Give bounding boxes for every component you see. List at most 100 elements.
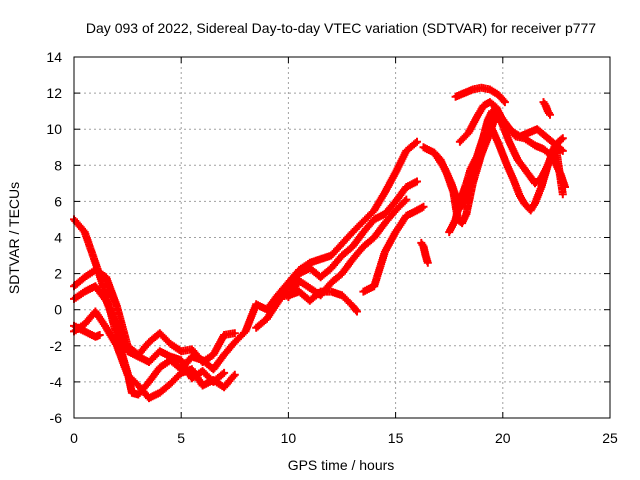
data-point xyxy=(546,163,550,167)
data-point xyxy=(516,158,520,162)
data-point xyxy=(563,185,567,189)
data-point xyxy=(329,266,333,270)
data-point xyxy=(383,212,387,216)
data-point xyxy=(546,109,550,113)
data-point xyxy=(512,178,516,182)
x-tick-labels: 0 5 10 15 20 25 xyxy=(70,430,618,446)
data-point xyxy=(404,198,408,202)
data-point xyxy=(488,87,492,91)
data-point xyxy=(488,100,492,104)
chart-title: Day 093 of 2022, Sidereal Day-to-day VTE… xyxy=(86,20,596,36)
data-point xyxy=(93,261,97,265)
data-point xyxy=(475,115,479,119)
data-point xyxy=(308,266,312,270)
y-tick-label: -2 xyxy=(50,338,63,354)
data-point xyxy=(518,134,522,138)
data-point xyxy=(340,272,344,276)
data-point xyxy=(394,230,398,234)
data-point xyxy=(394,171,398,175)
data-series-track-4 xyxy=(70,307,239,403)
data-series-track-9 xyxy=(359,202,428,296)
y-tick-labels: -6 -4 -2 0 2 4 6 8 10 12 14 xyxy=(46,49,62,426)
data-point xyxy=(276,300,280,304)
data-point xyxy=(190,367,194,371)
data-point xyxy=(544,104,548,108)
data-point xyxy=(466,131,470,135)
data-point xyxy=(211,367,215,371)
data-point xyxy=(136,355,140,359)
data-point xyxy=(415,180,419,184)
data-point xyxy=(136,393,140,397)
data-point xyxy=(447,230,451,234)
data-point xyxy=(190,376,194,380)
data-point xyxy=(439,158,443,162)
data-point xyxy=(329,254,333,258)
data-point xyxy=(319,275,323,279)
data-point xyxy=(319,290,323,294)
data-point xyxy=(372,284,376,288)
data-point xyxy=(104,299,108,303)
data-point xyxy=(486,136,490,140)
data-point xyxy=(233,373,237,377)
data-point xyxy=(535,127,539,131)
data-point xyxy=(351,304,355,308)
data-point xyxy=(329,281,333,285)
data-point xyxy=(415,140,419,144)
data-point xyxy=(308,261,312,265)
data-point xyxy=(222,385,226,389)
data-point xyxy=(308,286,312,290)
data-point xyxy=(351,230,355,234)
data-point xyxy=(475,154,479,158)
x-tick-label: 5 xyxy=(177,430,185,446)
data-series-track-6 xyxy=(252,177,421,332)
data-point xyxy=(552,142,556,146)
data-point xyxy=(126,373,130,377)
data-point xyxy=(126,349,130,353)
data-point xyxy=(464,212,468,216)
data-point xyxy=(432,151,436,155)
x-tick-label: 10 xyxy=(281,430,297,446)
y-tick-label: 6 xyxy=(54,193,62,209)
data-point xyxy=(104,326,108,330)
y-tick-label: 10 xyxy=(46,121,62,137)
data-point xyxy=(361,245,365,249)
data-point xyxy=(383,221,387,225)
data-point xyxy=(421,145,425,149)
data-series-track-14 xyxy=(455,98,567,155)
data-point xyxy=(529,208,533,212)
data-point xyxy=(421,245,425,249)
y-tick-label: 8 xyxy=(54,157,62,173)
data-point xyxy=(561,136,565,140)
data-point xyxy=(136,384,140,388)
data-point xyxy=(454,217,458,221)
data-point xyxy=(158,365,162,369)
data-point xyxy=(222,353,226,357)
data-point xyxy=(222,333,226,337)
data-point xyxy=(147,340,151,344)
data-point xyxy=(544,134,548,138)
data-point xyxy=(554,149,558,153)
data-series-track-8 xyxy=(273,287,361,316)
data-point xyxy=(503,100,507,104)
data-series-track-15 xyxy=(451,83,509,107)
data-point xyxy=(492,118,496,122)
data-point xyxy=(533,181,537,185)
data-point xyxy=(394,208,398,212)
data-point xyxy=(115,344,119,348)
data-point xyxy=(211,353,215,357)
y-tick-label: 4 xyxy=(54,230,62,246)
data-point xyxy=(458,199,462,203)
data-point xyxy=(518,194,522,198)
data-point xyxy=(297,272,301,276)
data-point xyxy=(539,176,543,180)
data-point xyxy=(497,93,501,97)
plot-frame xyxy=(73,56,611,419)
data-point xyxy=(340,293,344,297)
data-point xyxy=(482,134,486,138)
data-point xyxy=(83,230,87,234)
data-point xyxy=(419,241,423,245)
data-point xyxy=(211,378,215,382)
data-point xyxy=(361,230,365,234)
data-point xyxy=(372,236,376,239)
data-point xyxy=(505,163,509,167)
